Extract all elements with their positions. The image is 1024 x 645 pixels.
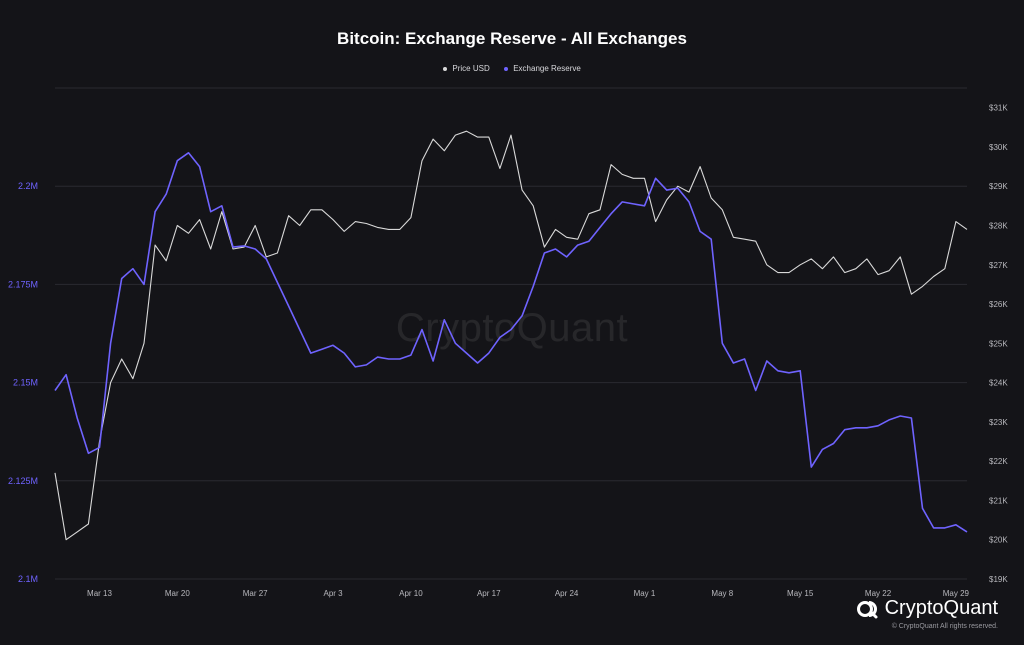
legend-reserve-label: Exchange Reserve <box>513 64 581 73</box>
y-right-tick-label: $25K <box>989 339 1008 348</box>
y-right-tick-label: $27K <box>989 261 1008 270</box>
x-tick-label: Mar 13 <box>87 589 112 598</box>
y-right-tick-label: $28K <box>989 221 1008 230</box>
price-usd-line <box>54 130 968 541</box>
chart-title: Bitcoin: Exchange Reserve - All Exchange… <box>337 29 687 48</box>
y-left-tick-label: 2.175M <box>8 279 38 289</box>
y-right-tick-label: $19K <box>989 575 1008 584</box>
x-tick-label: Apr 10 <box>399 589 423 598</box>
brand-name: CryptoQuant <box>884 597 998 619</box>
legend-reserve-dot <box>503 66 508 71</box>
y-right-tick-label: $24K <box>989 379 1008 388</box>
y-left-tick-label: 2.2M <box>18 181 38 191</box>
x-tick-label: Mar 20 <box>165 589 190 598</box>
cryptoquant-logo-icon <box>856 600 878 618</box>
legend-item-reserve[interactable]: Exchange Reserve <box>503 64 581 73</box>
y-left-tick-label: 2.125M <box>8 476 38 486</box>
legend-item-price[interactable]: Price USD <box>443 64 490 73</box>
legend[interactable]: Price USD Exchange Reserve <box>0 64 1024 73</box>
y-right-tick-label: $22K <box>989 457 1008 466</box>
y-right-tick-label: $31K <box>989 104 1008 113</box>
x-tick-label: May 8 <box>711 589 733 598</box>
y-left-tick-label: 2.1M <box>18 574 38 584</box>
legend-price-label: Price USD <box>452 64 490 73</box>
y-right-tick-label: $21K <box>989 496 1008 505</box>
x-tick-label: Apr 24 <box>555 589 579 598</box>
x-tick-label: May 15 <box>787 589 814 598</box>
brand: CryptoQuant <box>856 597 998 620</box>
x-tick-label: May 1 <box>634 589 656 598</box>
y-left-tick-label: 2.15M <box>13 378 38 388</box>
y-right-tick-label: $29K <box>989 182 1008 191</box>
legend-price-dot <box>443 66 448 71</box>
y-right-tick-label: $30K <box>989 143 1008 152</box>
y-right-tick-label: $20K <box>989 536 1008 545</box>
copyright: © CryptoQuant All rights reserved. <box>891 623 998 630</box>
y-right-tick-label: $23K <box>989 418 1008 427</box>
exchange-reserve-line <box>54 152 968 533</box>
x-tick-label: May 22 <box>865 589 892 598</box>
x-tick-label: Mar 27 <box>243 589 268 598</box>
x-tick-label: Apr 3 <box>323 589 343 598</box>
x-tick-label: May 29 <box>943 589 970 598</box>
x-tick-label: Apr 17 <box>477 589 501 598</box>
y-right-tick-label: $26K <box>989 300 1008 309</box>
